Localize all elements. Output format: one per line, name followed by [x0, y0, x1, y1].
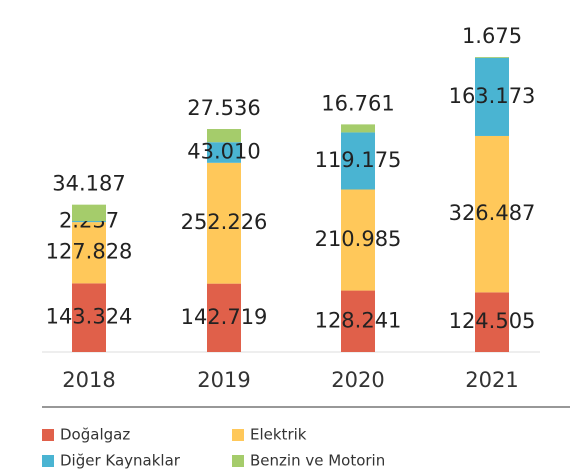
bar-segment: [207, 162, 241, 284]
x-tick-label: 2019: [197, 368, 250, 392]
data-label: 142.719: [181, 305, 268, 329]
legend-label: Doğalgaz: [60, 426, 130, 444]
bar-segment: [341, 132, 375, 190]
data-label: 43.010: [187, 140, 260, 164]
x-tick-label: 2018: [62, 368, 115, 392]
data-label: 1.675: [462, 24, 522, 48]
data-label: 127.828: [46, 240, 133, 264]
legend-swatch: [42, 455, 54, 467]
legend-label: Diğer Kaynaklar: [60, 452, 181, 470]
bar-segment: [72, 221, 106, 223]
data-label: 210.985: [315, 227, 402, 251]
data-label: 119.175: [315, 148, 402, 172]
legend-swatch: [232, 455, 244, 467]
bar-segment: [341, 189, 375, 291]
x-tick-label: 2020: [331, 368, 384, 392]
x-tick-label: 2021: [465, 368, 518, 392]
data-label: 124.505: [449, 309, 536, 333]
data-label: 27.536: [187, 96, 260, 120]
data-label: 128.241: [315, 308, 402, 332]
bar-segment: [207, 283, 241, 352]
legend-label: Elektrik: [250, 426, 307, 444]
bar-segment: [475, 57, 509, 136]
data-label: 16.761: [321, 91, 394, 115]
data-label: 326.487: [449, 201, 536, 225]
bar-segment: [72, 283, 106, 352]
bar-segment: [72, 222, 106, 284]
data-label: 252.226: [181, 210, 268, 234]
legend-label: Benzin ve Motorin: [250, 452, 385, 470]
data-label: 163.173: [449, 84, 536, 108]
data-label: 34.187: [52, 172, 125, 196]
bar-segment: [475, 135, 509, 293]
bar-segment: [341, 290, 375, 352]
bar-segment: [207, 142, 241, 163]
bar-segment: [341, 124, 375, 133]
legend-swatch: [42, 429, 54, 441]
bar-segment: [207, 129, 241, 143]
legend-swatch: [232, 429, 244, 441]
bar-segment: [475, 292, 509, 352]
data-label: 143.324: [46, 305, 133, 329]
bar-segment: [72, 204, 106, 222]
bar-segment: [475, 57, 509, 58]
